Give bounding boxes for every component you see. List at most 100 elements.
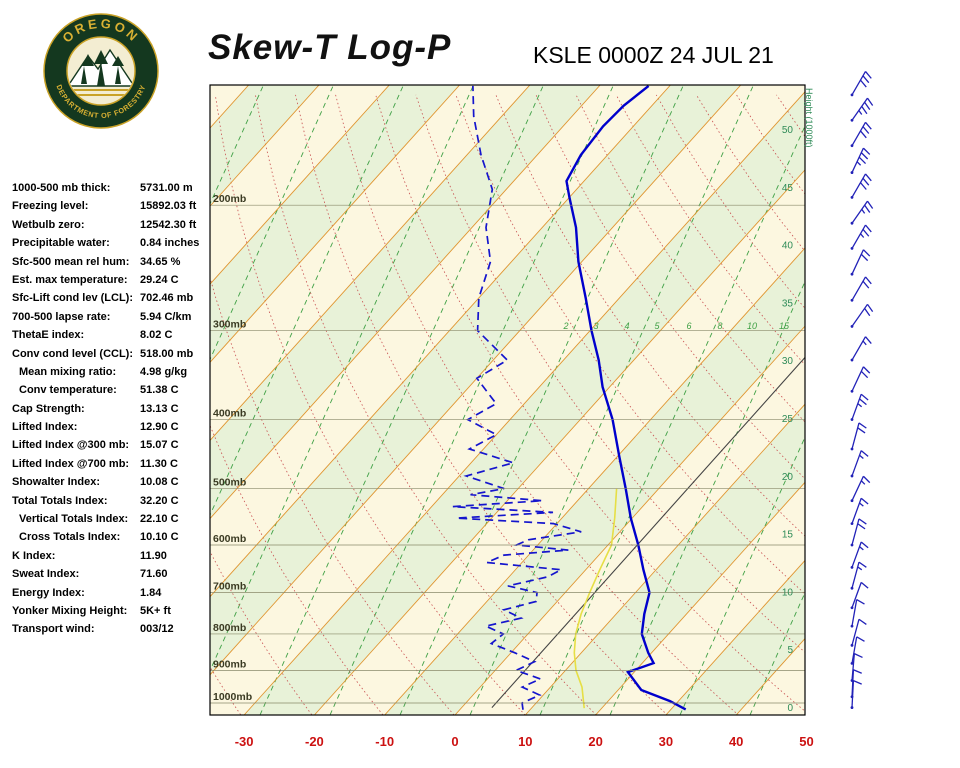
index-value: 34.65 % (140, 255, 181, 268)
height-tick-label: 50 (782, 125, 794, 136)
index-row: 1000-500 mb thick: 5731.00 m (12, 182, 210, 200)
plot-border (209, 84, 806, 716)
moist-adiabats (210, 85, 805, 715)
index-row: Lifted Index: 12.90 C (12, 421, 210, 439)
pressure-tick-label: 200mb (213, 193, 246, 205)
index-value: 5731.00 m (140, 182, 193, 194)
index-value: 5.94 C/km (140, 310, 192, 323)
index-row: 700-500 lapse rate: 5.94 C/km (12, 311, 210, 329)
temp-axis-labels: -30 -20 -10 0 10 20 30 40 50 (235, 734, 814, 749)
height-tick-label: 30 (782, 356, 794, 367)
wind-barb-staff (851, 173, 867, 198)
index-value: 11.30 C (140, 457, 178, 470)
mixing-ratio-labels: 2 3 4 5 6 8 10 15 (562, 321, 790, 331)
index-label: Cross Totals Index: (19, 531, 121, 544)
height-tick-label: 25 (782, 414, 794, 425)
index-label: Transport wind: (12, 623, 95, 636)
index-label: Vertical Totals Index: (19, 513, 129, 526)
temp-tick-label: -20 (305, 734, 324, 749)
index-row: K Index: 11.90 (12, 550, 210, 568)
temp-tick-label: -30 (235, 734, 254, 749)
wind-barb-staff (851, 336, 867, 361)
index-label: Lifted Index @300 mb: (12, 439, 130, 452)
index-value: 12.90 C (140, 421, 179, 434)
index-value: 32.20 C (140, 494, 179, 507)
index-value: 15.07 C (140, 439, 179, 452)
wind-barbs (850, 71, 874, 709)
temp-tick-label: 40 (729, 734, 743, 749)
isotherms (210, 85, 805, 715)
index-label: K Index: (12, 549, 56, 562)
height-tick-label: 0 (787, 703, 793, 714)
plot-area (210, 85, 805, 715)
height-tick-label: 15 (782, 530, 794, 541)
reference-line-trace (491, 356, 805, 708)
pressure-tick-label: 700mb (213, 581, 246, 593)
index-label: Lifted Index: (12, 421, 78, 434)
wind-barb-staff (851, 121, 867, 146)
index-row: ThetaE index: 8.02 C (12, 329, 210, 347)
pressure-tick-label: 600mb (213, 533, 246, 545)
index-value: 003/12 (140, 623, 174, 636)
index-value: 15892.03 ft (140, 200, 197, 213)
index-value: 8.02 C (140, 329, 173, 342)
index-row: Freezing level: 15892.03 ft (12, 200, 210, 218)
wind-barb-staff (851, 422, 860, 450)
wind-barb-staff (851, 619, 860, 646)
index-value: 71.60 (140, 568, 168, 581)
index-value: 10.08 C (140, 476, 179, 489)
wind-barb-staff (851, 393, 862, 420)
height-tick-label: 5 (787, 645, 793, 656)
height-tick-label: 20 (782, 472, 794, 483)
pressure-tick-label: 800mb (213, 622, 246, 634)
index-label: Freezing level: (12, 200, 89, 213)
wind-barb-staff (851, 450, 862, 477)
odf-logo-svg: OREGON DEPARTMENT OF FORESTRY (43, 13, 159, 129)
mixing-ratio-label: 15 (779, 321, 790, 331)
height-tick-label: 35 (782, 298, 794, 309)
index-label: Est. max temperature: (12, 273, 128, 286)
height-tick-label: 45 (782, 183, 794, 194)
pressure-tick-label: 900mb (213, 658, 246, 670)
index-value: 0.84 inches (140, 237, 200, 250)
index-row: Yonker Mixing Height: 5K+ ft (12, 605, 210, 623)
index-label: Yonker Mixing Height: (12, 604, 128, 617)
index-value: 4.98 g/kg (140, 365, 188, 378)
wind-barb-staff (851, 475, 864, 501)
wind-barb-staff (851, 518, 860, 546)
height-tick-label: 40 (782, 241, 794, 252)
index-value: 5K+ ft (140, 604, 171, 617)
index-value: 10.10 C (140, 531, 179, 544)
mixing-ratio-label: 2 (562, 321, 568, 331)
mixing-ratio-label: 3 (593, 321, 598, 331)
index-label: Wetbulb zero: (12, 218, 85, 231)
index-label: Conv cond level (CCL): (12, 347, 134, 360)
index-row: Est. max temperature: 29.24 C (12, 274, 210, 292)
wind-barb-staff (851, 249, 864, 275)
wind-barb-staff (851, 561, 860, 589)
height-axis-title: Height (1000ft) (804, 88, 814, 148)
index-label: Precipitable water: (12, 237, 110, 250)
index-label: Showalter Index: (12, 476, 101, 489)
temp-tick-label: 50 (799, 734, 813, 749)
mixing-ratio-label: 6 (686, 321, 691, 331)
index-label: 700-500 lapse rate: (12, 310, 111, 323)
index-label: Lifted Index @700 mb: (12, 457, 130, 470)
logo-ground-lines (72, 89, 130, 96)
pressure-tick-label: 400mb (213, 408, 246, 420)
wind-barb-staff (851, 498, 862, 524)
wind-barb-staff (851, 276, 867, 301)
index-label: Sweat Index: (12, 568, 80, 581)
index-row: Total Totals Index: 32.20 C (12, 495, 210, 513)
index-label: Conv temperature: (19, 384, 117, 397)
wind-barb-staff (851, 224, 867, 249)
index-value: 13.13 C (140, 402, 179, 415)
mixing-ratio-label: 4 (624, 321, 629, 331)
dewpoint-trace (452, 85, 582, 710)
wind-barb-staff (851, 636, 858, 664)
index-row: Sfc-Lift cond lev (LCL): 702.46 mb (12, 292, 210, 310)
index-row: Cross Totals Index: 10.10 C (12, 531, 210, 549)
wind-barb-staff (851, 653, 856, 681)
index-label: Mean mixing ratio: (19, 365, 117, 378)
